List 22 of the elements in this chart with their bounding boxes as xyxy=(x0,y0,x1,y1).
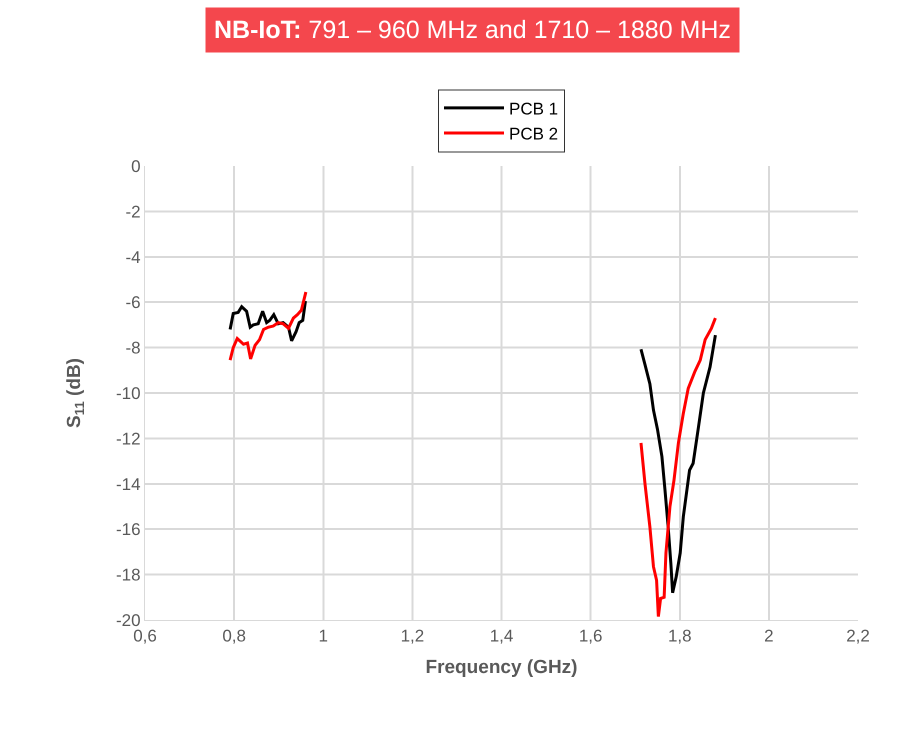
y-tick-label: -10 xyxy=(116,384,141,403)
y-tick-label: -4 xyxy=(125,248,141,267)
y-tick-label: -16 xyxy=(116,520,141,540)
x-tick-label: 1,2 xyxy=(400,626,424,646)
x-tick-label: 1,6 xyxy=(578,626,602,646)
x-tick-label: 1,8 xyxy=(668,626,692,646)
y-tick-label: -14 xyxy=(116,474,141,494)
y-tick-label: 0 xyxy=(131,156,141,176)
y-tick-label: -12 xyxy=(116,429,141,448)
y-tick-label: -18 xyxy=(116,566,141,585)
x-axis-title: Frequency (GHz) xyxy=(425,657,578,678)
y-tick-label: -6 xyxy=(125,293,141,312)
y-tick-label: -8 xyxy=(125,338,141,358)
x-tick-label: 2 xyxy=(764,626,774,646)
legend-label: PCB 1 xyxy=(509,100,558,119)
legend-label: PCB 2 xyxy=(509,124,558,144)
y-tick-label: -2 xyxy=(125,202,141,222)
x-tick-label: 2,2 xyxy=(846,626,870,646)
x-tick-label: 1,4 xyxy=(490,626,514,646)
x-tick-label: 0,8 xyxy=(222,626,246,646)
chart-title: NB-IoT: 791 – 960 MHz and 1710 – 1880 MHz xyxy=(214,16,731,44)
x-tick-label: 1 xyxy=(318,626,328,646)
